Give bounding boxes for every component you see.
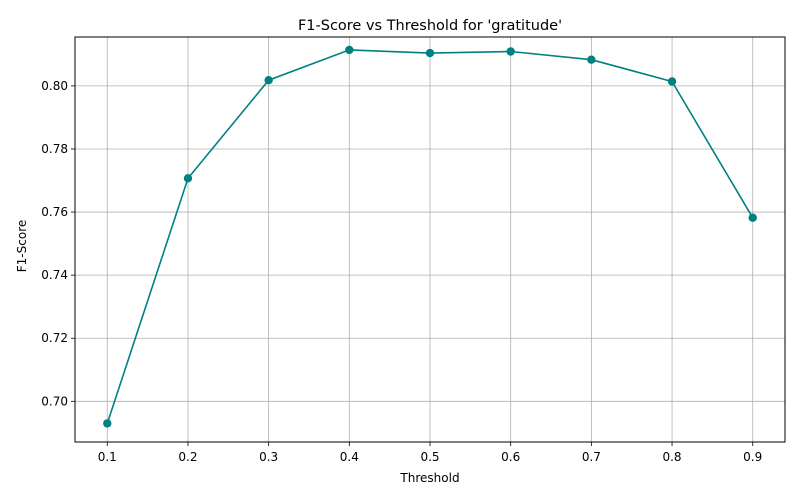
data-point — [103, 419, 112, 428]
x-tick-label: 0.6 — [501, 450, 520, 464]
data-point — [587, 55, 596, 64]
series-layer — [103, 45, 757, 428]
data-point — [425, 48, 435, 58]
x-tick-label: 0.2 — [178, 450, 197, 464]
data-point — [667, 77, 677, 86]
data-point — [183, 174, 193, 183]
y-tick-label: 0.70 — [41, 394, 68, 408]
data-point — [345, 45, 354, 55]
x-tick-label: 0.7 — [582, 450, 601, 464]
x-axis-ticks: 0.1 0.2 0.3 0.4 0.5 0.6 0.7 0.8 0.9 — [98, 442, 762, 464]
x-tick-label: 0.4 — [340, 450, 359, 464]
x-tick-label: 0.1 — [98, 450, 117, 464]
y-axis-label: F1-Score — [15, 220, 29, 272]
y-tick-label: 0.80 — [41, 79, 68, 93]
x-axis-label: Threshold — [399, 471, 459, 485]
data-point — [264, 76, 273, 85]
y-tick-label: 0.74 — [41, 268, 68, 282]
grid — [75, 37, 785, 442]
y-axis-ticks: 0.70 0.72 0.74 0.76 0.78 0.80 — [41, 79, 75, 408]
y-tick-label: 0.78 — [41, 142, 68, 156]
y-tick-label: 0.76 — [41, 205, 68, 219]
x-tick-label: 0.8 — [662, 450, 681, 464]
chart-title: F1-Score vs Threshold for 'gratitude' — [298, 18, 562, 34]
data-point — [748, 213, 757, 222]
data-point — [506, 47, 515, 56]
y-tick-label: 0.72 — [41, 331, 68, 345]
x-tick-label: 0.9 — [743, 450, 762, 464]
x-tick-label: 0.5 — [420, 450, 439, 464]
x-tick-label: 0.3 — [259, 450, 278, 464]
plot-frame — [74, 36, 786, 443]
